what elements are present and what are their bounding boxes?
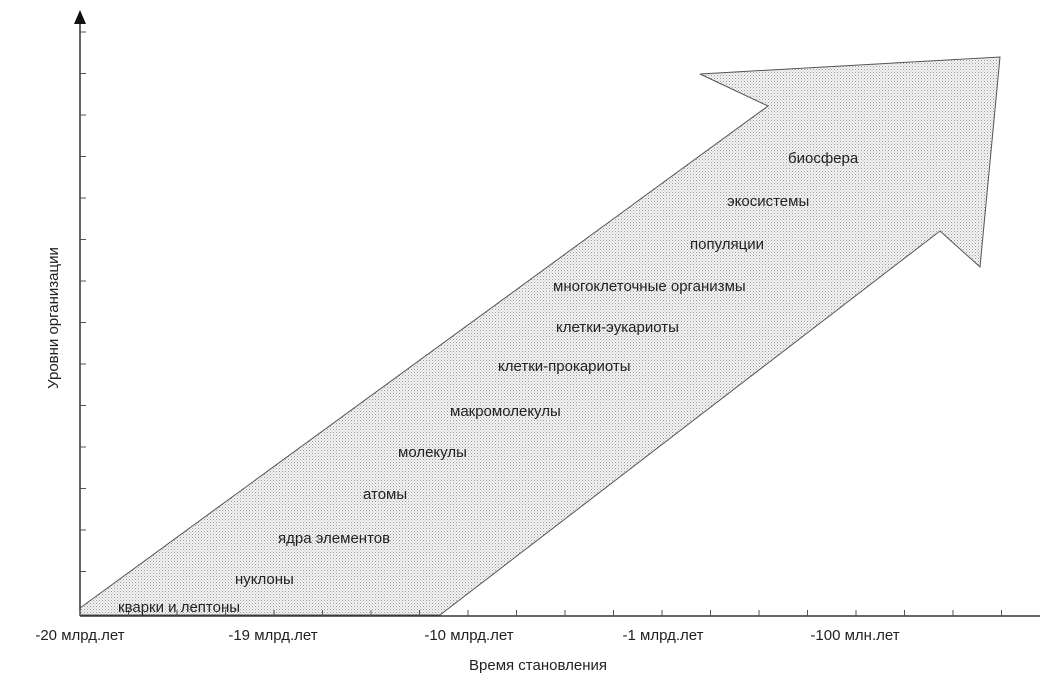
y-axis-title: Уровни организации [45, 247, 62, 389]
level-label: кварки и лептоны [118, 599, 240, 616]
level-label: ядра элементов [278, 530, 390, 547]
level-label: многоклеточные организмы [553, 278, 746, 295]
x-tick-label: -1 млрд.лет [623, 627, 704, 644]
x-tick-label: -19 млрд.лет [228, 627, 317, 644]
evolution-arrow [79, 56, 1001, 616]
level-label: молекулы [398, 444, 467, 461]
level-label: нуклоны [235, 571, 294, 588]
x-tick-label: -100 млн.лет [810, 627, 899, 644]
x-axis-ticks [79, 610, 1002, 616]
x-tick-label: -20 млрд.лет [35, 627, 124, 644]
level-label: атомы [363, 486, 407, 503]
level-label: экосистемы [727, 193, 809, 210]
level-label: макромолекулы [450, 403, 561, 420]
level-label: популяции [690, 236, 764, 253]
y-axis-ticks [80, 31, 86, 572]
x-tick-label: -10 млрд.лет [424, 627, 513, 644]
level-label: клетки-эукариоты [556, 319, 679, 336]
y-axis-arrowhead [74, 10, 86, 24]
level-label: биосфера [788, 150, 859, 167]
x-axis-title: Время становления [469, 657, 607, 674]
level-label: клетки-прокариоты [498, 358, 631, 375]
